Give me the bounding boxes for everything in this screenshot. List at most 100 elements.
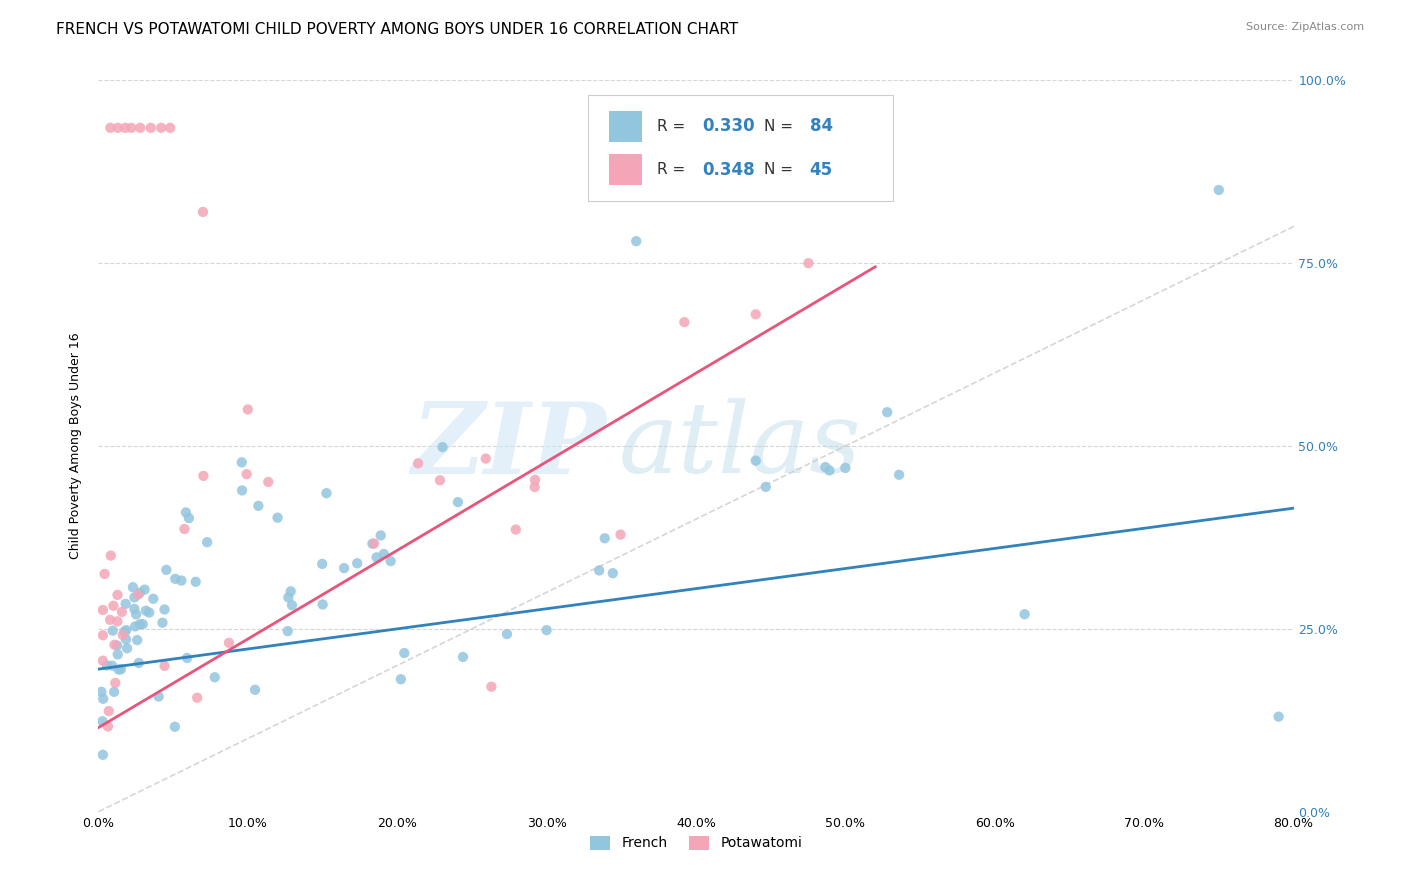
Point [876, 405, 898, 419]
Point [1267, 709, 1289, 723]
Point [315, 486, 337, 500]
Point [231, 483, 253, 498]
Point [105, 639, 128, 653]
Point [505, 523, 527, 537]
Point [93, 566, 115, 581]
Text: Source: ZipAtlas.com: Source: ZipAtlas.com [1246, 22, 1364, 32]
Point [138, 606, 160, 620]
Point [218, 636, 240, 650]
Point [496, 627, 519, 641]
Point [124, 619, 146, 633]
Point [370, 528, 392, 542]
Point [281, 598, 304, 612]
Point [346, 556, 368, 570]
Point [107, 588, 129, 602]
Point [247, 499, 270, 513]
Point [129, 617, 152, 632]
Point [277, 624, 299, 639]
Point [111, 628, 134, 642]
Point [363, 536, 385, 550]
Point [139, 120, 162, 135]
Point [103, 685, 125, 699]
Text: 45: 45 [810, 161, 832, 178]
Point [115, 641, 138, 656]
Point [114, 120, 136, 135]
Text: R =: R = [657, 162, 690, 178]
Point [432, 440, 454, 454]
Point [602, 566, 624, 581]
Point [142, 591, 165, 606]
Point [195, 535, 218, 549]
Point [523, 480, 546, 494]
Point [257, 475, 280, 489]
Point [114, 597, 136, 611]
Point [447, 495, 470, 509]
Point [127, 588, 149, 602]
Point [153, 658, 176, 673]
Point [755, 480, 778, 494]
Point [481, 680, 503, 694]
Point [366, 550, 388, 565]
Point [125, 607, 148, 622]
Point [745, 307, 768, 321]
Point [114, 624, 136, 639]
Text: FRENCH VS POTAWATOMI CHILD POVERTY AMONG BOYS UNDER 16 CORRELATION CHART: FRENCH VS POTAWATOMI CHILD POVERTY AMONG… [56, 22, 738, 37]
Point [152, 615, 174, 630]
Point [97, 704, 120, 718]
Point [107, 615, 129, 629]
FancyBboxPatch shape [609, 111, 643, 142]
Point [98, 120, 122, 135]
Point [163, 720, 186, 734]
Point [96, 658, 118, 673]
Point [153, 602, 176, 616]
Point [91, 628, 114, 642]
Point [184, 574, 207, 589]
Point [536, 623, 558, 637]
Point [389, 672, 412, 686]
Y-axis label: Child Poverty Among Boys Under 16: Child Poverty Among Boys Under 16 [69, 333, 83, 559]
Point [100, 549, 122, 563]
Point [745, 453, 768, 467]
Point [373, 547, 395, 561]
Point [111, 605, 134, 619]
Point [122, 580, 145, 594]
Text: N =: N = [763, 119, 799, 134]
Point [524, 473, 547, 487]
Point [394, 646, 416, 660]
Point [191, 205, 214, 219]
Point [150, 120, 173, 135]
Point [165, 572, 187, 586]
Point [626, 234, 648, 248]
Point [177, 511, 200, 525]
Point [107, 120, 129, 135]
Point [588, 563, 610, 577]
Text: N =: N = [763, 162, 799, 178]
Point [277, 591, 299, 605]
Point [104, 676, 127, 690]
Point [193, 468, 215, 483]
Point [818, 463, 841, 477]
Point [129, 120, 152, 135]
FancyBboxPatch shape [589, 95, 893, 201]
Text: 0.348: 0.348 [702, 161, 755, 178]
Point [120, 120, 142, 135]
Point [173, 522, 195, 536]
Point [834, 461, 856, 475]
Point [97, 719, 120, 733]
Legend: French, Potawatomi: French, Potawatomi [583, 830, 808, 856]
Point [204, 670, 226, 684]
Point [91, 691, 114, 706]
Point [174, 505, 197, 519]
Point [90, 685, 112, 699]
Text: ZIP: ZIP [412, 398, 606, 494]
Point [235, 467, 257, 482]
Point [673, 315, 696, 329]
Point [101, 658, 124, 673]
Point [110, 662, 132, 676]
Point [107, 663, 129, 677]
Point [797, 256, 820, 270]
Point [333, 561, 356, 575]
Text: atlas: atlas [619, 399, 860, 493]
Point [231, 455, 253, 469]
Point [124, 602, 146, 616]
